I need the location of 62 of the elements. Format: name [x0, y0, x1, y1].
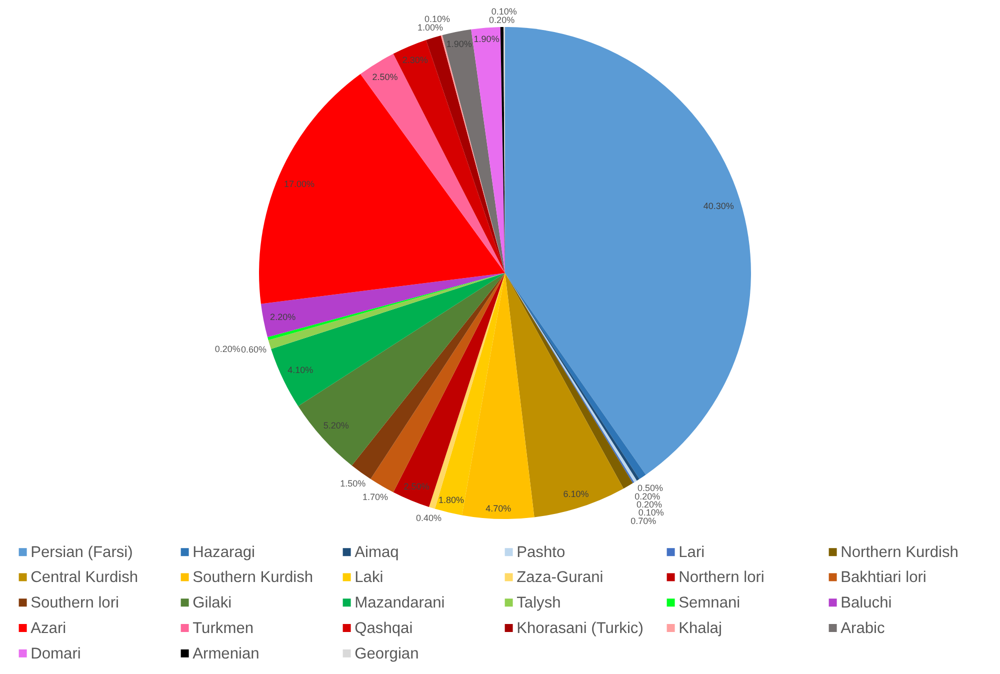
legend-label: Baluchi — [840, 594, 892, 612]
data-label: 6.10% — [563, 489, 589, 500]
data-label: 0.50% — [637, 483, 664, 494]
legend-label: Bakhtiari lori — [840, 569, 926, 586]
legend-label: Arabic — [840, 620, 886, 637]
data-label: 2.20% — [270, 312, 296, 322]
data-label: 1.90% — [474, 34, 500, 44]
legend-label: Domari — [30, 645, 81, 662]
data-label: 0.10% — [424, 14, 450, 24]
data-label: 5.20% — [323, 420, 349, 431]
legend-label: Central Kurdish — [30, 569, 138, 586]
legend-label: Talysh — [516, 594, 561, 612]
legend-label: Northern Kurdish — [840, 544, 958, 562]
legend-label: Khorasani (Turkic) — [516, 620, 644, 637]
legend-label: Georgian — [354, 645, 419, 662]
legend-label: Pashto — [516, 544, 566, 562]
legend-label: Azari — [30, 620, 66, 637]
data-label: 17.00% — [284, 178, 315, 189]
legend-label: Qashqai — [354, 620, 413, 637]
pie-slice — [360, 54, 505, 273]
data-label: 0.20% — [634, 491, 660, 502]
pie-slice — [393, 273, 505, 507]
legend-label: Southern Kurdish — [192, 569, 314, 586]
data-label: 0.70% — [630, 516, 656, 526]
data-label: 0.20% — [636, 500, 662, 510]
pie-slice — [505, 27, 751, 475]
legend-label: Laki — [354, 569, 384, 586]
data-label: 0.40% — [416, 513, 442, 524]
data-label: 1.70% — [362, 492, 388, 502]
legend-label: Armenian — [192, 645, 260, 662]
legend-label: Zaza-Gurani — [516, 569, 604, 586]
legend-label: Mazandarani — [354, 594, 445, 612]
pie-slice — [271, 273, 505, 406]
data-label: 2.50% — [404, 482, 430, 492]
data-label: 4.10% — [288, 365, 314, 376]
legend-label: Semnani — [678, 594, 740, 612]
legend-label: Persian (Farsi) — [30, 544, 133, 562]
pie-slice — [471, 27, 505, 273]
pie-slice — [426, 36, 505, 273]
data-label: 4.70% — [486, 503, 512, 514]
data-label: 1.80% — [438, 494, 464, 505]
pie-slice — [259, 74, 505, 304]
legend-label: Southern lori — [30, 594, 120, 612]
pie-slice — [352, 273, 505, 480]
data-label: 1.00% — [418, 22, 444, 32]
data-label: 0.10% — [491, 6, 517, 16]
legend-label: Hazaragi — [192, 544, 256, 562]
data-label: 40.30% — [703, 200, 734, 211]
data-label: 0.20% — [489, 14, 515, 25]
legend-label: Aimaq — [354, 544, 399, 562]
legend-label: Northern lori — [678, 569, 764, 586]
data-label: 2.50% — [372, 72, 398, 82]
legend-label: Gilaki — [192, 594, 232, 612]
data-label: 2.30% — [402, 54, 428, 65]
pie-slice — [370, 273, 505, 492]
data-label: 0.20% — [214, 344, 240, 354]
legend-label: Turkmen — [192, 620, 254, 637]
data-label: 0.10% — [638, 508, 664, 518]
legend-label: Lari — [678, 544, 705, 562]
data-label: 1.50% — [340, 478, 366, 489]
data-label: 0.60% — [240, 344, 267, 354]
legend-label: Khalaj — [678, 620, 722, 637]
